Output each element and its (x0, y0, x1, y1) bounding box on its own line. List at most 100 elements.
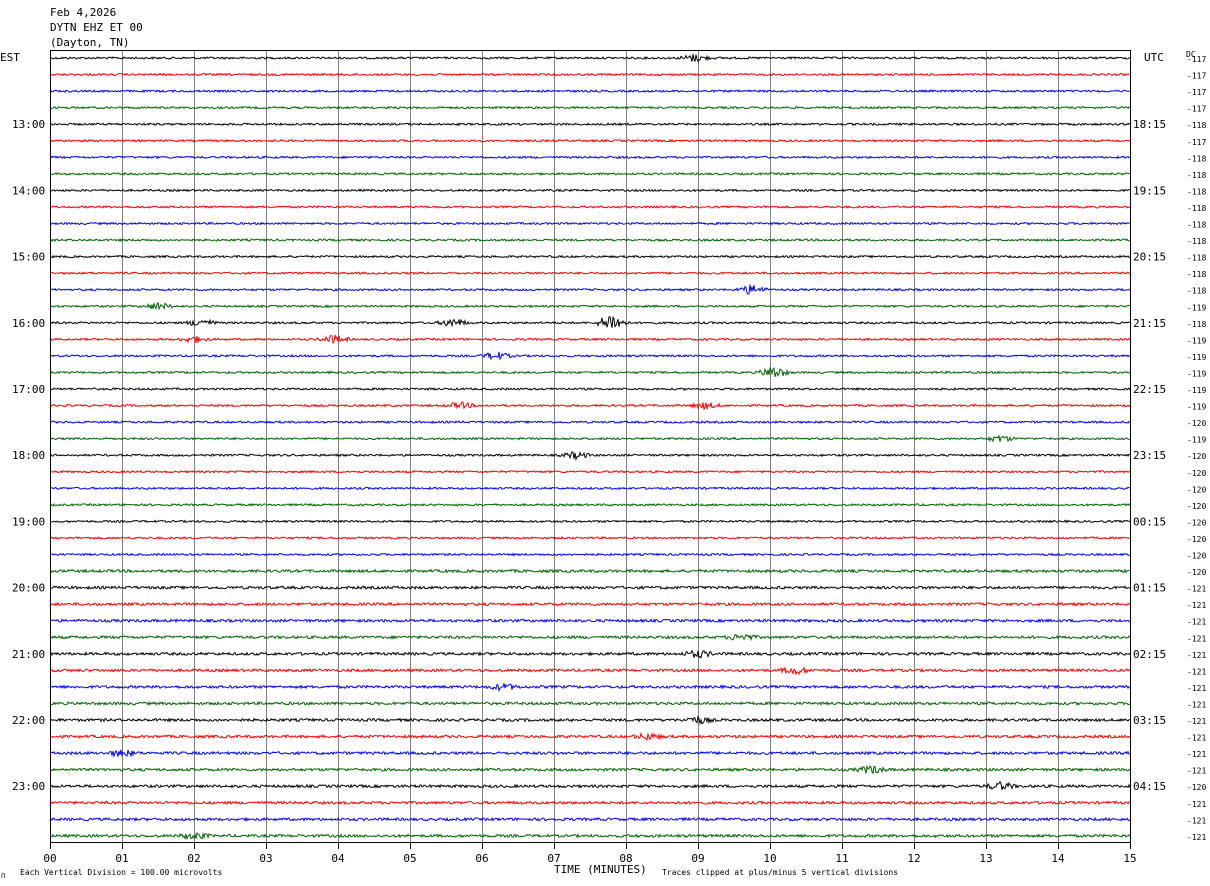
trace-line (49, 832, 1131, 841)
right-hour-label: 18:15 (1133, 118, 1166, 131)
right-hour-label: 19:15 (1133, 184, 1166, 197)
dc-offset-label: -118 (1187, 187, 1206, 196)
dc-offset-label: -120 (1187, 469, 1206, 478)
dc-offset-label: -120 (1187, 783, 1206, 792)
left-hour-label: 22:00 (12, 714, 45, 727)
dc-offset-label: -121 (1187, 833, 1206, 842)
clip-note: Traces clipped at plus/minus 5 vertical … (662, 868, 898, 877)
dc-offset-label: -120 (1187, 485, 1206, 494)
trace-line (49, 238, 1131, 243)
trace-line (49, 780, 1131, 791)
minute-grid (122, 51, 1059, 842)
trace-line (49, 535, 1131, 540)
dc-offset-label: -121 (1187, 651, 1206, 660)
trace-line (49, 666, 1131, 676)
trace-line (49, 764, 1131, 775)
left-hour-label: 15:00 (12, 251, 45, 264)
dc-offset-label: -121 (1187, 618, 1206, 627)
trace-line (49, 519, 1131, 524)
right-hour-label: 21:15 (1133, 317, 1166, 330)
right-axis-title: UTC (1144, 51, 1164, 64)
right-hour-labels: 18:15 19:15 20:15 21:15 22:15 23:15 00:15 01:15… (1133, 118, 1166, 793)
plot-frame (50, 50, 1131, 843)
trace-line (49, 386, 1131, 392)
dc-offset-label: -118 (1187, 237, 1206, 246)
x-tick-label: 13 (979, 852, 992, 865)
trace-line (49, 221, 1131, 226)
dc-offset-label: -121 (1187, 767, 1206, 776)
trace-line (49, 72, 1131, 77)
left-hour-label: 18:00 (12, 449, 45, 462)
dc-offset-label: -117 (1187, 105, 1206, 114)
dc-offset-label: -121 (1187, 684, 1206, 693)
dc-title: DC (1186, 50, 1196, 59)
trace-line (49, 105, 1131, 110)
dc-offset-label: -118 (1187, 221, 1206, 230)
x-tick-label: 14 (1051, 852, 1065, 865)
x-tick-label: 15 (1123, 852, 1136, 865)
trace-line (49, 401, 1131, 411)
trace-line (49, 271, 1131, 276)
dc-offset-labels: -117 -117 -117 -117 -118 -117 -118 -118 -118 -118… (1187, 55, 1206, 842)
dc-offset-label: -118 (1187, 204, 1206, 213)
left-axis-title: EST (0, 51, 20, 64)
dc-offset-label: -120 (1187, 452, 1206, 461)
x-tick-label: 03 (259, 852, 272, 865)
x-axis-ticks: 00 01 02 03 04 05 06 07 08 09 10 11 12 13 14 15 (43, 843, 1137, 865)
dc-offset-label: -121 (1187, 634, 1206, 643)
left-hour-label: 13:00 (12, 118, 45, 131)
dc-offset-label: -121 (1187, 601, 1206, 610)
x-tick-label: 12 (907, 852, 920, 865)
right-hour-label: 02:15 (1133, 648, 1166, 661)
trace-line (49, 254, 1131, 259)
dc-offset-label: -117 (1187, 138, 1206, 147)
dc-offset-label: -120 (1187, 502, 1206, 511)
trace-line (49, 469, 1131, 474)
x-tick-label: 00 (43, 852, 56, 865)
dc-offset-label: -119 (1187, 336, 1206, 345)
trace-line (49, 649, 1131, 659)
trace-line (49, 315, 1131, 328)
left-hour-label: 20:00 (12, 582, 45, 595)
dc-offset-label: -120 (1187, 518, 1206, 527)
trace-line (49, 434, 1131, 443)
dc-offset-label: -118 (1187, 121, 1206, 130)
dc-offset-label: -117 (1187, 55, 1206, 64)
trace-line (49, 155, 1131, 160)
trace-line (49, 122, 1131, 127)
scale-note: Each Vertical Division = 100.00 microvol… (20, 868, 222, 877)
trace-line (49, 800, 1131, 806)
right-hour-label: 04:15 (1133, 780, 1166, 793)
x-tick-label: 07 (547, 852, 560, 865)
x-tick-label: 09 (691, 852, 704, 865)
left-hour-label: 19:00 (12, 515, 45, 528)
dc-offset-label: -117 (1187, 72, 1206, 81)
trace-line (49, 502, 1131, 507)
header-date: Feb 4,2026 (50, 6, 116, 19)
dc-offset-label: -121 (1187, 750, 1206, 759)
trace-line (49, 683, 1131, 692)
x-tick-label: 01 (115, 852, 128, 865)
dc-offset-label: -121 (1187, 700, 1206, 709)
trace-line (49, 618, 1131, 624)
trace-line (49, 284, 1131, 295)
dc-offset-label: -118 (1187, 320, 1206, 329)
x-axis-label: TIME (MINUTES) (554, 863, 647, 876)
dc-offset-label: -121 (1187, 585, 1206, 594)
trace-line (49, 700, 1131, 706)
trace-line (49, 633, 1131, 642)
x-tick-label: 02 (187, 852, 200, 865)
x-tick-label: 10 (763, 852, 776, 865)
trace-line (49, 585, 1131, 591)
dc-offset-label: -119 (1187, 303, 1206, 312)
right-hour-label: 00:15 (1133, 515, 1166, 528)
dc-offset-label: -119 (1187, 386, 1206, 395)
dc-offset-label: -121 (1187, 717, 1206, 726)
trace-line (49, 54, 1131, 63)
trace-line (49, 714, 1131, 726)
dc-offset-label: -120 (1187, 568, 1206, 577)
left-hour-label: 21:00 (12, 648, 45, 661)
left-hour-labels: 13:00 14:00 15:00 16:00 17:00 18:00 19:00 20:00… (12, 118, 45, 793)
trace-line (49, 366, 1131, 378)
